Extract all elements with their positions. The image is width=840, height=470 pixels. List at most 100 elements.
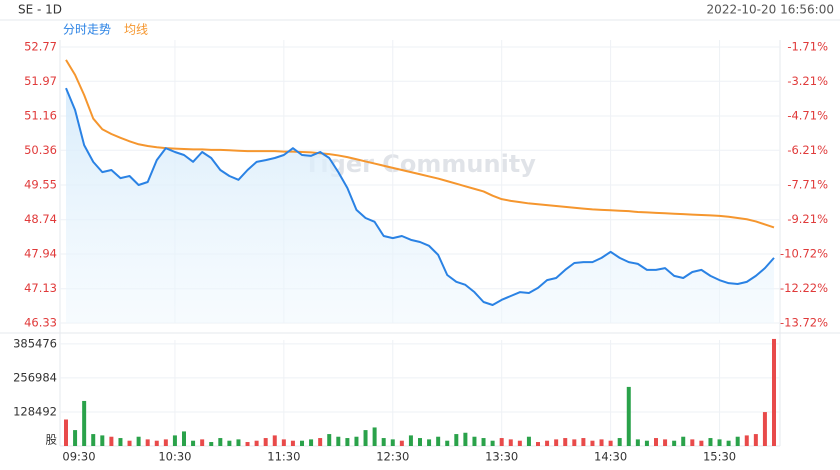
volume-bar [690, 439, 695, 446]
volume-bar [227, 440, 232, 446]
volume-bar [753, 434, 758, 446]
volume-bar [681, 436, 686, 446]
volume-bar [73, 430, 78, 446]
volume-bar [463, 432, 468, 446]
volume-bar [399, 440, 404, 446]
y2-tick-label: -6.21% [787, 143, 828, 157]
volume-bar [363, 430, 368, 446]
volume-bar [345, 438, 350, 446]
y2-tick-label: -10.72% [780, 247, 828, 261]
timestamp: 2022-10-20 16:56:00 [707, 3, 834, 17]
volume-bar [209, 442, 214, 446]
volume-bar [154, 440, 159, 446]
volume-bar [118, 438, 123, 446]
volume-bar [472, 436, 477, 446]
y2-tick-label: -4.71% [787, 108, 828, 122]
volume-bar [436, 436, 441, 446]
volume-tick-label: 256984 [13, 370, 57, 384]
volume-bar [354, 436, 359, 446]
volume-bar [182, 431, 186, 446]
volume-bar [390, 439, 395, 446]
y-tick-label: 52.77 [24, 40, 57, 54]
legend-entry: 分时走势 [63, 23, 111, 37]
volume-bar [654, 438, 658, 446]
volume-bar [762, 412, 767, 446]
volume-bar [336, 436, 341, 446]
volume-bar [536, 442, 540, 446]
y2-tick-label: -12.22% [780, 281, 828, 295]
volume-bar [327, 434, 332, 446]
volume-bar [372, 427, 377, 446]
volume-bar [581, 438, 586, 446]
y2-tick-label: -13.72% [780, 316, 828, 330]
volume-bar [245, 442, 250, 446]
volume-bar [281, 439, 286, 446]
volume-bar [599, 439, 604, 446]
volume-bar [191, 440, 196, 446]
volume-bar [508, 439, 513, 446]
volume-bar [427, 439, 432, 446]
volume-bar [100, 435, 105, 446]
volume-bar [708, 438, 713, 446]
volume-bar [499, 438, 504, 446]
y-tick-label: 47.94 [24, 247, 57, 261]
volume-bar [644, 440, 649, 446]
volume-bar [490, 440, 495, 446]
volume-bar [300, 440, 304, 446]
legend-entry: 均线 [124, 23, 148, 37]
volume-bar [418, 438, 422, 446]
volume-bar [772, 338, 776, 446]
volume-bar [590, 440, 595, 446]
volume-bar [744, 435, 749, 446]
x-tick-label: 09:30 [62, 450, 95, 464]
y-tick-label: 50.36 [24, 143, 57, 157]
volume-bar [290, 440, 295, 446]
volume-bar [626, 386, 631, 446]
volume-bar [454, 434, 459, 446]
y-tick-label: 49.55 [24, 178, 57, 192]
x-tick-label: 10:30 [158, 450, 191, 464]
y-tick-label: 51.16 [24, 109, 57, 123]
volume-bar [309, 439, 314, 446]
volume-bar [254, 440, 259, 446]
volume-bar [672, 440, 677, 446]
y2-tick-label: -3.21% [787, 74, 828, 88]
volume-bar [318, 438, 323, 446]
volume-tick-label: 385476 [13, 336, 57, 350]
volume-bar [91, 434, 96, 446]
volume-bar [272, 435, 277, 446]
x-tick-label: 14:30 [594, 450, 627, 464]
volume-bar [82, 400, 87, 446]
x-tick-label: 15:30 [703, 450, 736, 464]
y2-tick-label: -9.21% [787, 212, 828, 226]
volume-bar [726, 440, 731, 446]
volume-bar [545, 440, 550, 446]
volume-bar [109, 436, 114, 446]
price-area [66, 88, 774, 324]
volume-bar [617, 438, 622, 446]
volume-bar [200, 439, 205, 446]
volume-bar [408, 435, 413, 446]
x-tick-label: 13:30 [485, 450, 518, 464]
volume-bar [136, 436, 141, 446]
volume-bar [445, 440, 450, 446]
y2-tick-label: -7.71% [787, 177, 828, 191]
volume-bar [236, 439, 241, 446]
volume-unit: 股 [46, 433, 58, 447]
volume-bar [608, 440, 613, 446]
volume-bar [145, 439, 150, 446]
volume-bar [635, 439, 640, 446]
volume-bar [554, 439, 559, 446]
volume-bar [572, 439, 577, 446]
volume-bar [163, 439, 168, 446]
volume-bar [172, 435, 177, 446]
volume-bar [481, 438, 486, 446]
average-line [65, 59, 775, 229]
y-tick-label: 51.97 [24, 74, 57, 88]
y-tick-label: 47.13 [24, 281, 57, 295]
volume-bar [699, 440, 704, 446]
volume-bar [717, 439, 722, 446]
chart-title: SE - 1D [18, 3, 62, 17]
volume-bar [381, 438, 386, 446]
